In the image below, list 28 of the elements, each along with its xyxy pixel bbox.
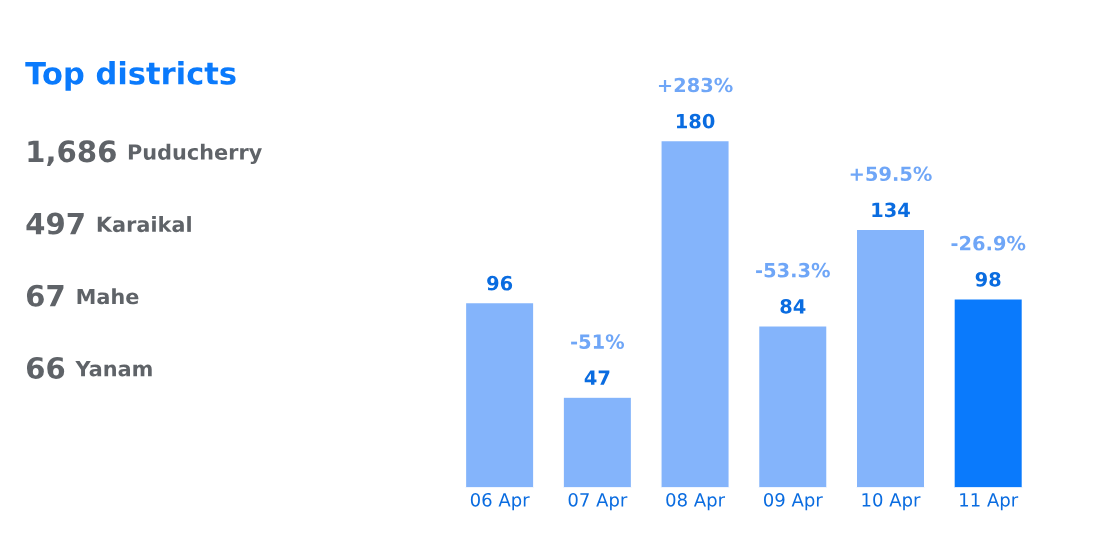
- x-tick-label: 11 Apr: [960, 493, 1019, 511]
- bar: [855, 228, 926, 488]
- text: 67 Mahe: [26, 284, 139, 307]
- data-label: 96: [487, 275, 513, 291]
- x-tick-label: 08 Apr: [666, 492, 726, 511]
- x-tick-label: 09 Apr: [763, 492, 823, 511]
- bar: [757, 325, 828, 488]
- x-tick-label: 07 Apr: [568, 492, 628, 511]
- annotation: -26.9%: [951, 235, 1026, 251]
- data-label: 47: [584, 370, 610, 385]
- data-label: 180: [676, 113, 715, 129]
- bar: [562, 396, 633, 488]
- annotation: +283%: [658, 77, 733, 93]
- bar: [953, 298, 1024, 488]
- text: 1,686 Puducherry: [28, 140, 262, 167]
- x-tick-label: 10 Apr: [862, 492, 921, 511]
- text: 66 Yanam: [26, 356, 152, 379]
- annotation: -53.3%: [756, 262, 830, 278]
- bar: [660, 139, 730, 488]
- text: 497 Karaikal: [26, 212, 191, 235]
- x-tick-label: 06 Apr: [470, 492, 530, 511]
- bar: [464, 301, 535, 488]
- data-label: 84: [780, 298, 806, 314]
- annotation: +59.5%: [850, 166, 932, 182]
- data-label: 134: [872, 202, 910, 218]
- text: Top districts: [25, 61, 236, 91]
- data-label: 98: [975, 271, 1001, 287]
- annotation: -51%: [571, 334, 625, 349]
